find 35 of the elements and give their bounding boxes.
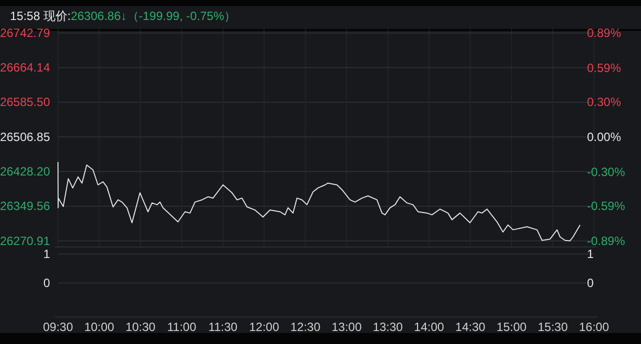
x-tick-label: 10:00	[84, 320, 115, 334]
y-tick-label: 26349.56	[0, 199, 50, 214]
x-tick-label: 13:30	[372, 320, 404, 334]
x-tick-label: 09:30	[42, 320, 74, 334]
y-tick-label: 26270.91	[0, 234, 50, 248]
y2-tick-label: -0.30%	[587, 164, 626, 179]
x-tick-label: 12:00	[249, 320, 280, 334]
y-tick-label: 26742.79	[0, 26, 50, 40]
y2-tick-label: -0.89%	[587, 234, 626, 248]
x-tick-label: 13:00	[332, 320, 362, 334]
y-tick-label: 26664.14	[0, 60, 50, 75]
x-tick-label: 14:00	[414, 320, 444, 334]
text: 1	[587, 247, 594, 261]
line-series	[58, 161, 581, 242]
y-tick-label: 26506.85	[0, 130, 50, 144]
x-tick-label: 12:30	[290, 320, 321, 334]
x-tick-label: 11:00	[167, 320, 197, 334]
x-tick-label: 15:30	[538, 320, 568, 334]
text: 1	[43, 247, 50, 261]
x-tick-label: 11:30	[208, 320, 238, 334]
chart-title: 15:58 现价:	[10, 9, 71, 23]
x-tick-label: 15:00	[496, 320, 527, 334]
y-tick-label: 26428.20	[0, 164, 50, 179]
chart-subtitle: 26306.86↓（-199.99, -0.75%）	[70, 9, 236, 23]
x-tick-label: 16:00	[578, 320, 610, 334]
y2-tick-label: 0.30%	[587, 94, 622, 109]
x-tick-label: 14:30	[455, 320, 486, 334]
y2-tick-label: 0.59%	[587, 60, 622, 75]
text: 0	[43, 276, 50, 290]
y2-tick-label: 0.89%	[587, 26, 622, 40]
text: 0	[587, 276, 594, 290]
y-tick-label: 26585.50	[0, 95, 50, 110]
x-tick-label: 10:30	[125, 320, 156, 334]
y2-tick-label: 0.00%	[587, 130, 622, 144]
y2-tick-label: -0.59%	[587, 198, 626, 213]
